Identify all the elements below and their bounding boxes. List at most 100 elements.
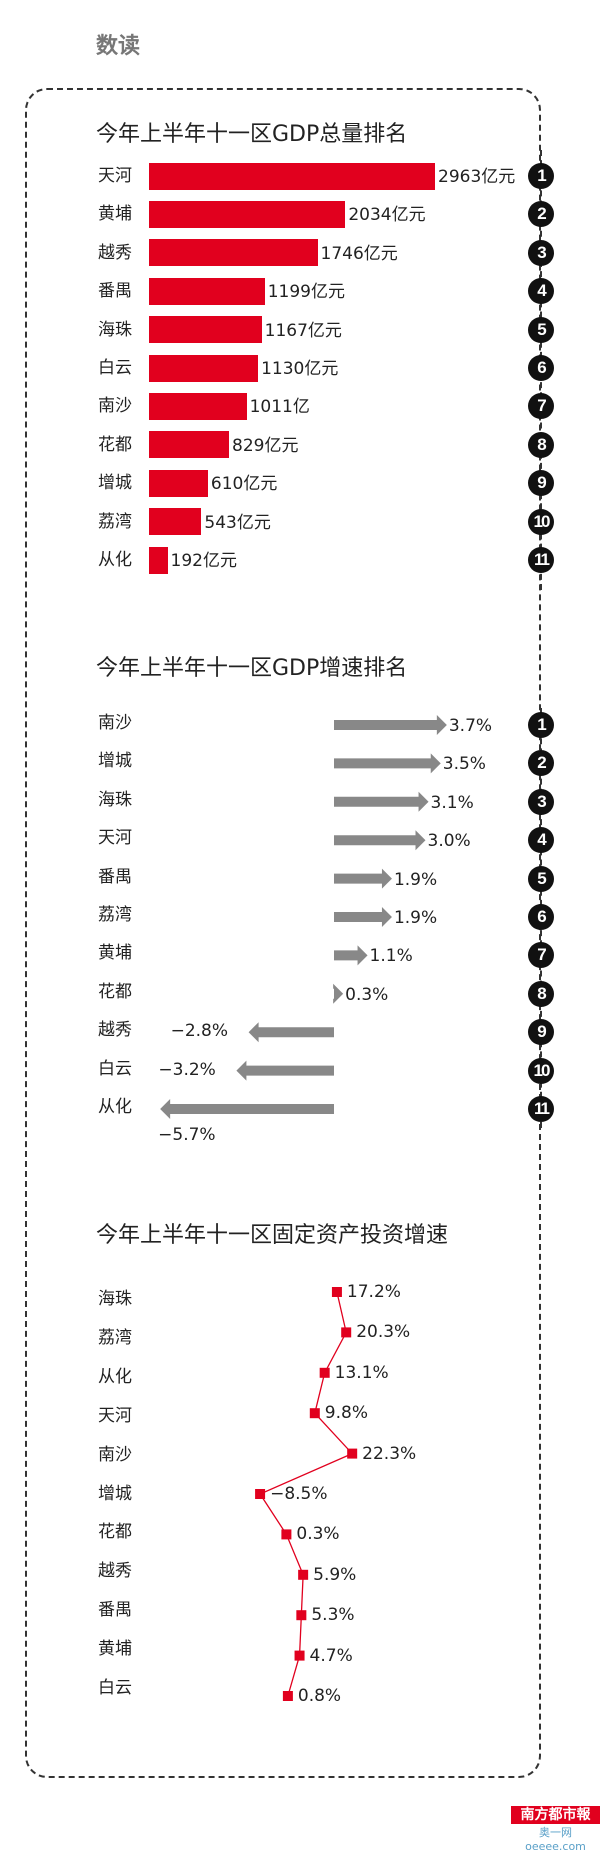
rank-badge: 11 bbox=[528, 1096, 554, 1122]
category-label: 黄埔 bbox=[98, 204, 132, 225]
value-label: 0.8% bbox=[297, 1686, 342, 1706]
bar bbox=[149, 354, 259, 382]
value-label: 2034亿元 bbox=[348, 205, 426, 226]
category-label: 白云 bbox=[98, 1678, 132, 1698]
rank-badge: 2 bbox=[528, 201, 554, 228]
value-label: 1.9% bbox=[393, 908, 438, 928]
value-label: 0.3% bbox=[296, 1524, 340, 1545]
value-label: 1130亿元 bbox=[261, 359, 339, 379]
category-label: 花都 bbox=[98, 434, 132, 455]
value-label: 1011亿 bbox=[249, 397, 310, 418]
value-label: 2963亿元 bbox=[438, 167, 516, 187]
category-label: 荔湾 bbox=[98, 1327, 132, 1348]
category-label: 天河 bbox=[98, 828, 132, 849]
category-label: 天河 bbox=[98, 166, 132, 186]
category-label: 海珠 bbox=[98, 319, 132, 340]
growth-arrow bbox=[333, 983, 344, 1004]
growth-arrow bbox=[248, 1022, 334, 1043]
bar bbox=[149, 469, 208, 497]
category-label: 天河 bbox=[98, 1405, 132, 1426]
category-label: 黄埔 bbox=[98, 943, 132, 964]
rank-badge: 2 bbox=[528, 750, 554, 777]
category-label: 荔湾 bbox=[98, 905, 132, 925]
growth-arrow bbox=[334, 907, 392, 927]
data-point bbox=[255, 1489, 266, 1499]
rank-badge: 8 bbox=[528, 431, 554, 458]
rank-badge: 3 bbox=[528, 239, 554, 266]
rank-badge: 9 bbox=[528, 1019, 554, 1046]
value-label: −5.7% bbox=[158, 1125, 216, 1145]
value-label: 9.8% bbox=[324, 1403, 368, 1424]
growth-arrow bbox=[334, 945, 368, 966]
gdp-total-title: 今年上半年十一区GDP总量排名 bbox=[96, 122, 408, 147]
value-label: −2.8% bbox=[170, 1021, 229, 1042]
rank-badge: 6 bbox=[528, 355, 554, 381]
value-label: 5.3% bbox=[311, 1605, 355, 1626]
bar bbox=[149, 277, 265, 305]
value-label: 1199亿元 bbox=[267, 282, 345, 303]
bar bbox=[149, 316, 262, 344]
category-label: 从化 bbox=[98, 1366, 132, 1387]
rank-badge: 7 bbox=[528, 942, 554, 969]
rank-badge: 8 bbox=[528, 980, 554, 1007]
rank-badge: 3 bbox=[528, 788, 554, 815]
rank-badge: 10 bbox=[528, 508, 554, 535]
rank-badge: 10 bbox=[528, 1057, 554, 1084]
category-label: 越秀 bbox=[98, 1561, 132, 1582]
header-title: 数读 bbox=[96, 34, 141, 59]
category-label: 黄埔 bbox=[98, 1639, 132, 1660]
rank-badge: 1 bbox=[528, 163, 554, 189]
value-label: 192亿元 bbox=[170, 551, 237, 571]
growth-arrow bbox=[334, 715, 447, 735]
value-label: 1.1% bbox=[369, 946, 413, 967]
rank-badge: 7 bbox=[528, 393, 554, 420]
value-label: 610亿元 bbox=[210, 474, 278, 495]
value-label: 22.3% bbox=[362, 1443, 417, 1464]
category-label: 增城 bbox=[98, 751, 132, 772]
bar bbox=[149, 392, 247, 420]
value-label: −8.5% bbox=[270, 1484, 328, 1504]
rank-badge: 1 bbox=[528, 712, 554, 738]
value-label: 543亿元 bbox=[204, 512, 271, 533]
value-label: 20.3% bbox=[356, 1322, 411, 1343]
value-label: 4.7% bbox=[309, 1645, 353, 1666]
growth-arrow bbox=[334, 753, 441, 774]
value-label: 3.1% bbox=[430, 792, 474, 813]
category-label: 番禺 bbox=[98, 866, 132, 887]
category-label: 白云 bbox=[98, 358, 132, 378]
value-label: 3.7% bbox=[448, 716, 493, 736]
data-point bbox=[282, 1691, 293, 1701]
category-label: 从化 bbox=[98, 550, 132, 570]
value-label: 1.9% bbox=[393, 869, 438, 890]
rank-badge: 5 bbox=[528, 316, 554, 343]
rank-badge: 4 bbox=[528, 827, 554, 854]
bar bbox=[149, 431, 230, 459]
bar bbox=[149, 239, 318, 267]
category-label: 南沙 bbox=[98, 396, 132, 417]
value-label: 3.0% bbox=[427, 831, 471, 852]
data-point bbox=[347, 1448, 358, 1459]
value-label: 5.9% bbox=[313, 1564, 357, 1585]
category-label: 白云 bbox=[98, 1058, 132, 1079]
data-point bbox=[319, 1367, 330, 1378]
bar bbox=[149, 200, 346, 228]
bar bbox=[149, 162, 435, 190]
growth-arrow bbox=[334, 868, 392, 889]
rank-badge: 5 bbox=[528, 865, 554, 892]
gdp-growth-title: 今年上半年十一区GDP增速排名 bbox=[96, 656, 408, 681]
value-label: 1746亿元 bbox=[320, 243, 398, 264]
bar bbox=[149, 546, 168, 574]
category-label: 南沙 bbox=[98, 1444, 132, 1465]
site-logo: 奥一网oeeee.com bbox=[525, 1826, 586, 1853]
growth-arrow bbox=[236, 1060, 334, 1081]
value-label: −3.2% bbox=[158, 1059, 216, 1080]
category-label: 番禺 bbox=[98, 1600, 132, 1621]
rank-badge: 6 bbox=[528, 904, 554, 930]
category-label: 海珠 bbox=[98, 1289, 132, 1309]
category-label: 越秀 bbox=[98, 1020, 132, 1041]
data-point bbox=[309, 1408, 320, 1419]
category-label: 增城 bbox=[98, 1483, 132, 1504]
category-label: 海珠 bbox=[98, 789, 132, 810]
